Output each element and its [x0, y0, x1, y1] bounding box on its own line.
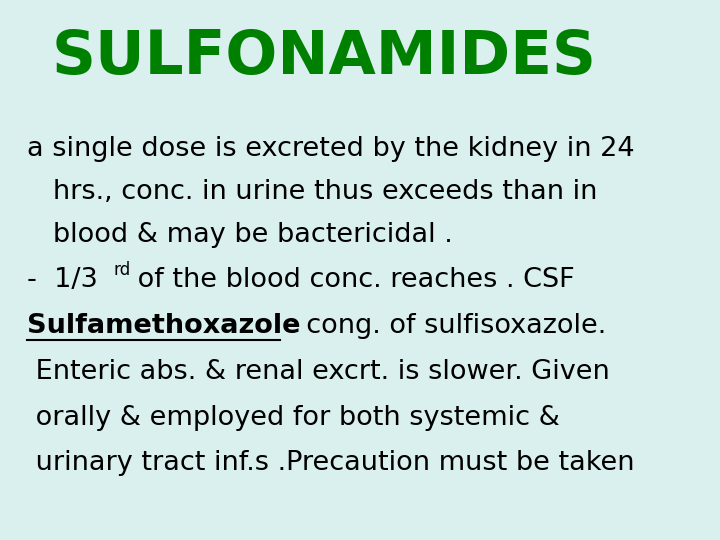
Text: blood & may be bactericidal .: blood & may be bactericidal . — [27, 222, 453, 248]
Text: a single dose is excreted by the kidney in 24: a single dose is excreted by the kidney … — [27, 136, 635, 162]
Text: -  1/3: - 1/3 — [27, 267, 98, 293]
Text: Sulfamethoxazole: Sulfamethoxazole — [27, 313, 301, 340]
Text: : cong. of sulfisoxazole.: : cong. of sulfisoxazole. — [280, 313, 606, 340]
Text: of the blood conc. reaches . CSF: of the blood conc. reaches . CSF — [128, 267, 575, 293]
Text: urinary tract inf.s .Precaution must be taken: urinary tract inf.s .Precaution must be … — [27, 450, 635, 476]
Text: orally & employed for both systemic &: orally & employed for both systemic & — [27, 405, 560, 431]
Text: SULFONAMIDES: SULFONAMIDES — [52, 28, 597, 87]
Text: rd: rd — [113, 261, 130, 279]
Text: hrs., conc. in urine thus exceeds than in: hrs., conc. in urine thus exceeds than i… — [27, 179, 598, 205]
Text: Enteric abs. & renal excrt. is slower. Given: Enteric abs. & renal excrt. is slower. G… — [27, 359, 610, 385]
